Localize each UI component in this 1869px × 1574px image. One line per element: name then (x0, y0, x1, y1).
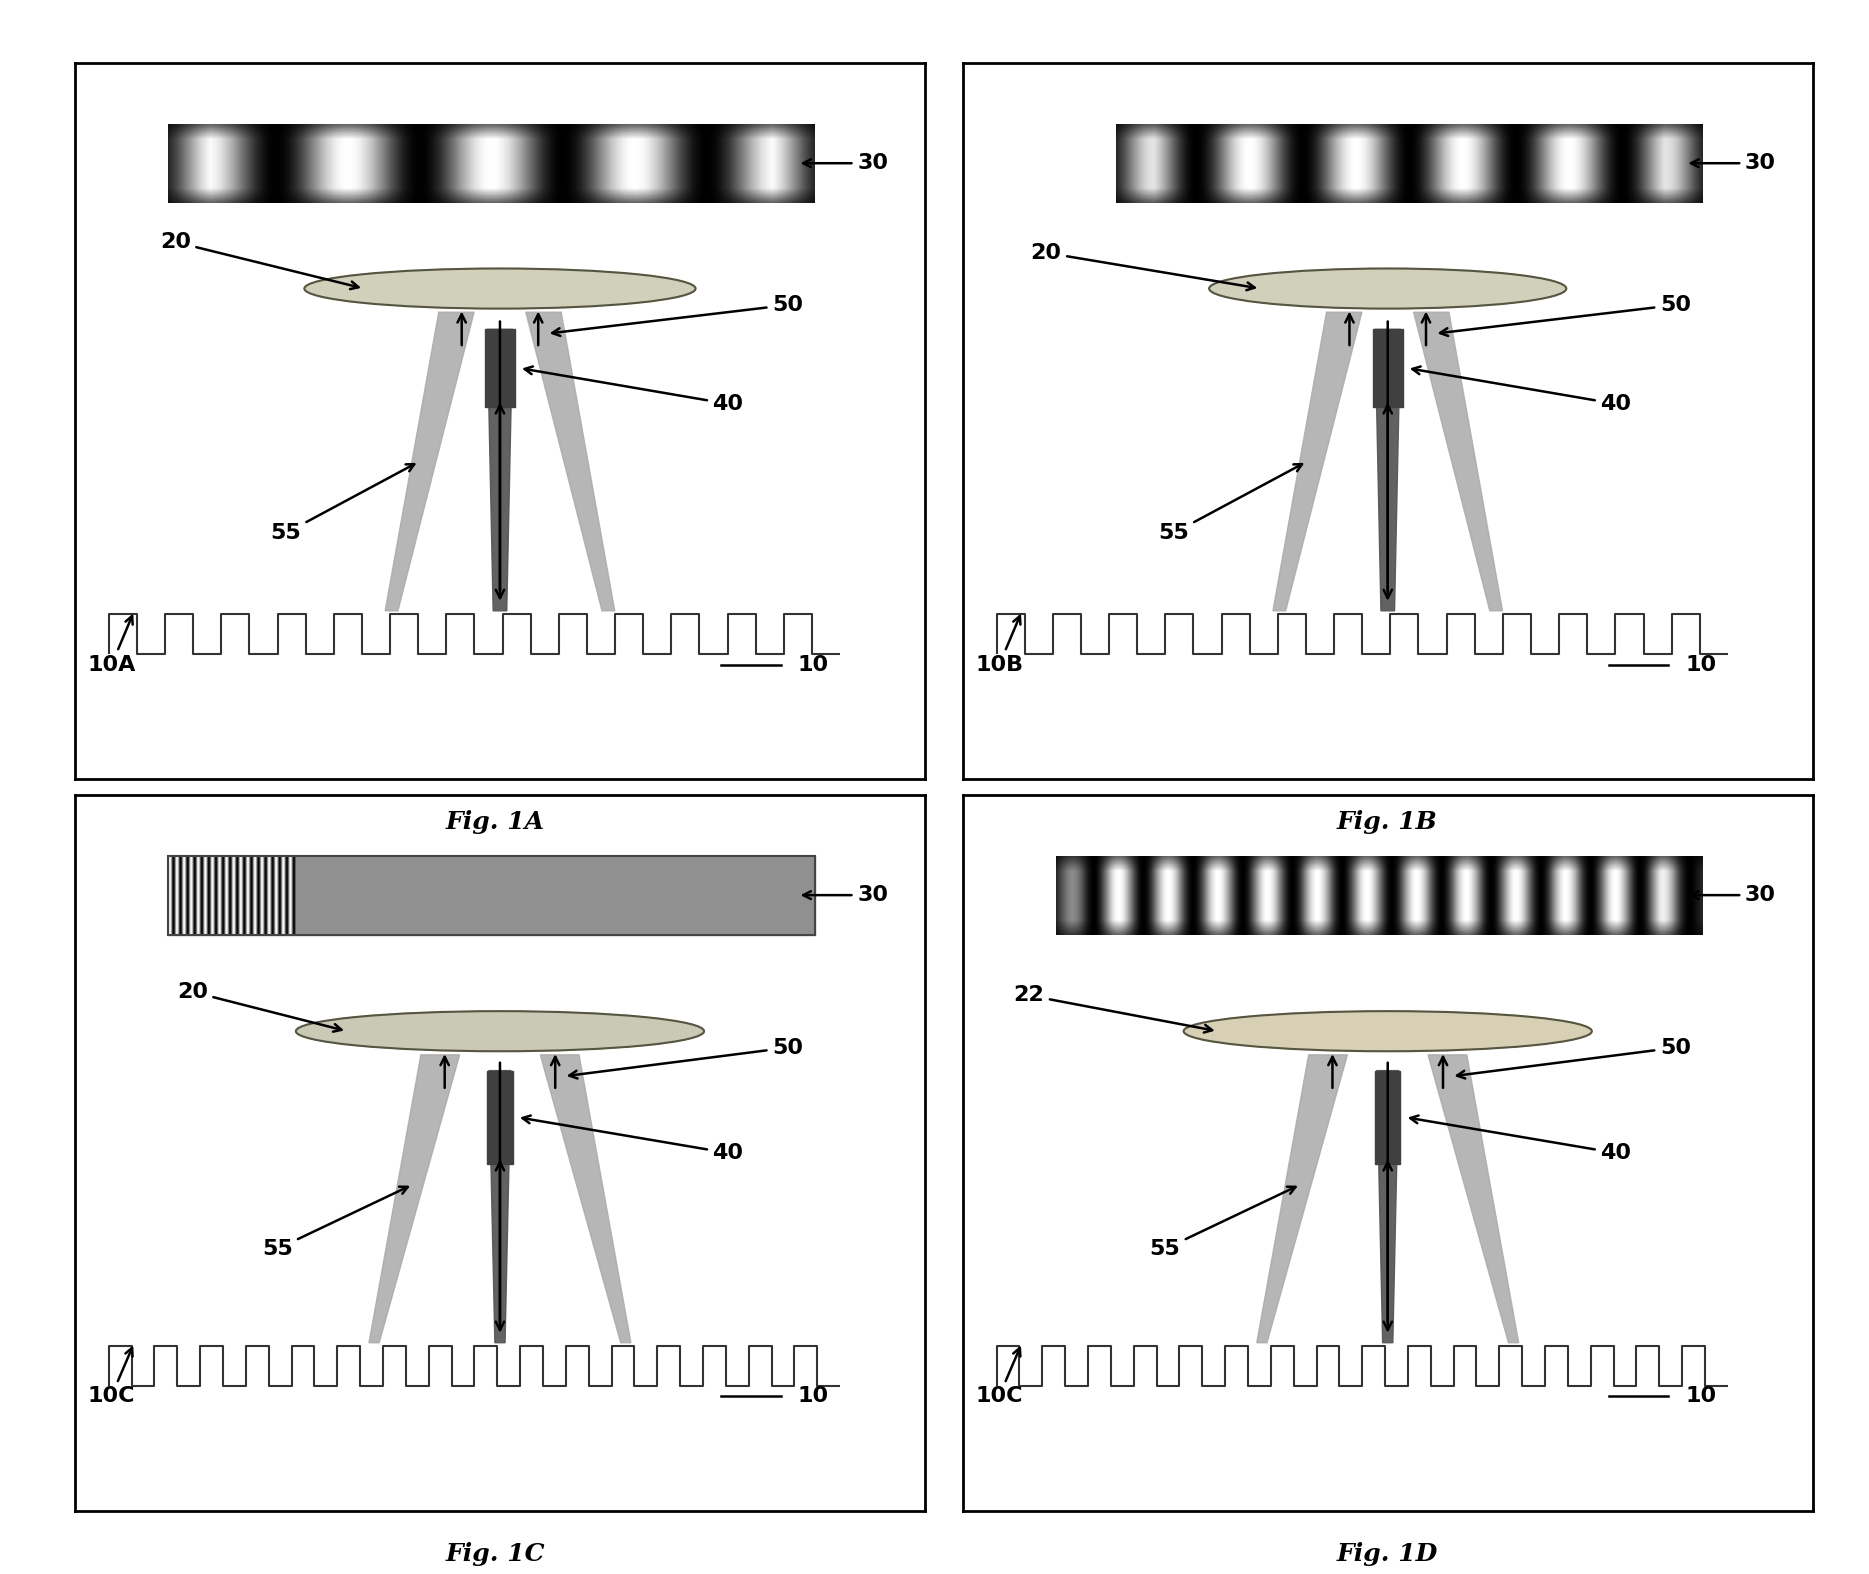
Bar (168, 856, 815, 935)
Text: 50: 50 (551, 294, 804, 335)
Bar (1376, 1070, 1400, 1163)
Polygon shape (525, 312, 615, 611)
Text: Fig. 1C: Fig. 1C (445, 1541, 546, 1566)
Ellipse shape (305, 269, 695, 309)
Polygon shape (1376, 329, 1400, 611)
Text: 20: 20 (1030, 242, 1254, 290)
Text: 10C: 10C (88, 1347, 135, 1407)
Polygon shape (1428, 1055, 1519, 1343)
Text: 50: 50 (1439, 294, 1691, 335)
Ellipse shape (295, 1011, 705, 1051)
Bar (486, 329, 514, 406)
Text: 40: 40 (1411, 1116, 1632, 1163)
Ellipse shape (1209, 269, 1566, 309)
Text: Fig. 1B: Fig. 1B (1336, 809, 1437, 834)
Text: Fig. 1A: Fig. 1A (447, 809, 544, 834)
Text: 10C: 10C (976, 1347, 1022, 1407)
Text: 10B: 10B (976, 615, 1024, 675)
Bar (168, 856, 815, 935)
Polygon shape (1256, 1055, 1348, 1343)
Polygon shape (368, 1055, 460, 1343)
Text: 55: 55 (271, 464, 415, 543)
Text: 30: 30 (1691, 885, 1776, 905)
Text: 55: 55 (1159, 464, 1303, 543)
Polygon shape (1273, 312, 1363, 611)
Text: 10: 10 (798, 1387, 828, 1407)
Text: 30: 30 (804, 153, 888, 173)
Text: 20: 20 (178, 982, 342, 1031)
Text: 50: 50 (1458, 1037, 1691, 1078)
Text: 40: 40 (523, 1116, 744, 1163)
Text: 10A: 10A (88, 615, 136, 675)
Text: 22: 22 (1013, 985, 1213, 1033)
Text: 10: 10 (1686, 655, 1716, 675)
Polygon shape (490, 1070, 510, 1343)
Polygon shape (385, 312, 475, 611)
Text: 20: 20 (161, 231, 359, 290)
Text: 50: 50 (570, 1037, 804, 1078)
Bar (488, 1070, 512, 1163)
Ellipse shape (1183, 1011, 1592, 1051)
Bar (1374, 329, 1402, 406)
Text: 10: 10 (1686, 1387, 1716, 1407)
Polygon shape (1377, 1070, 1398, 1343)
Polygon shape (540, 1055, 632, 1343)
Text: Fig. 1D: Fig. 1D (1336, 1541, 1437, 1566)
Text: 40: 40 (525, 367, 744, 414)
Text: 10: 10 (798, 655, 828, 675)
Text: 30: 30 (804, 885, 888, 905)
Text: 40: 40 (1413, 367, 1632, 414)
Polygon shape (488, 329, 512, 611)
Text: 55: 55 (262, 1187, 407, 1259)
Text: 55: 55 (1149, 1187, 1295, 1259)
Polygon shape (1413, 312, 1503, 611)
Text: 30: 30 (1691, 153, 1776, 173)
